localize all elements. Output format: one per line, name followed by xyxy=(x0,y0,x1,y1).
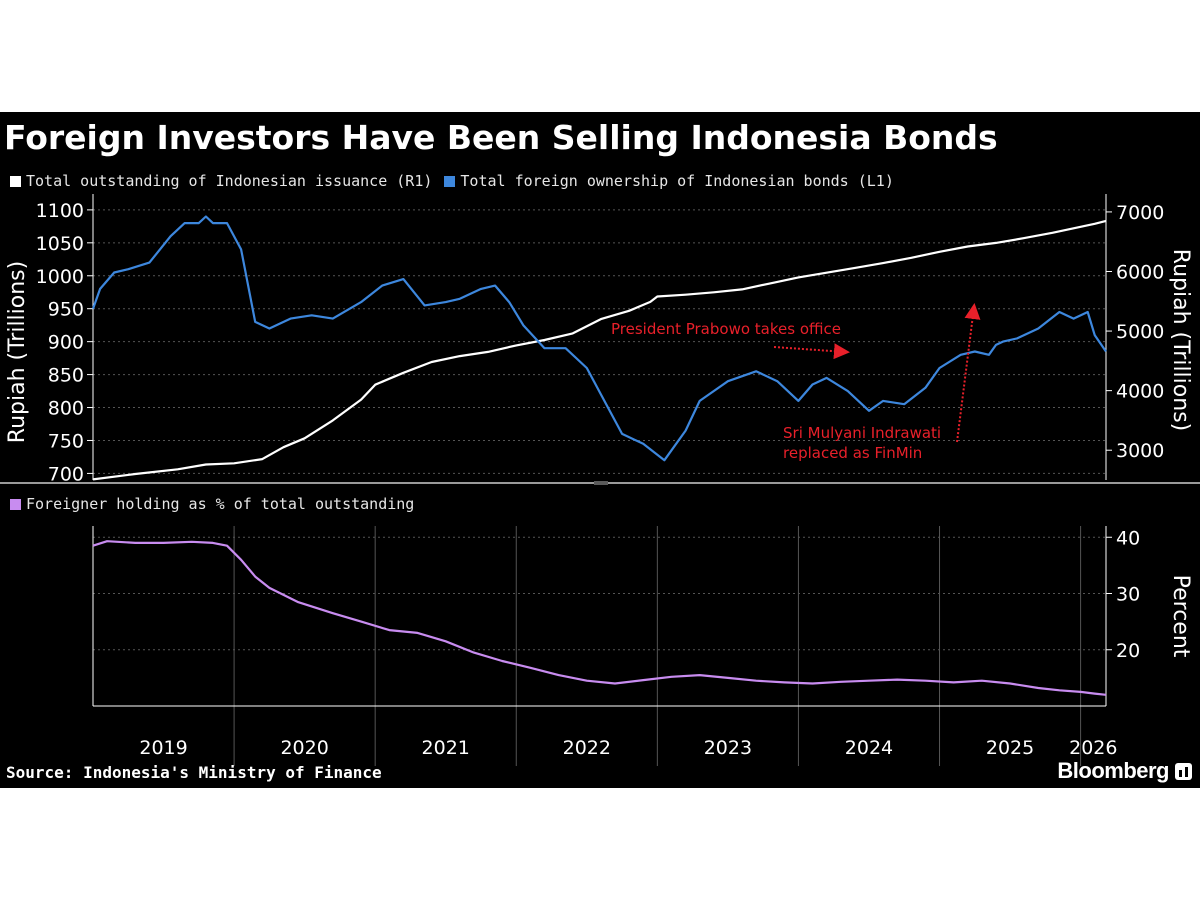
series-line-foreign xyxy=(91,215,1107,462)
right-axis-label: Rupiah (Trillions) xyxy=(1168,249,1193,431)
x-tick-label-2020: 2020 xyxy=(280,737,328,759)
x-tick-label-2024: 2024 xyxy=(845,737,893,759)
annotation-arrow-mulyani xyxy=(956,303,981,443)
bottom-panel-legend: Foreigner holding as % of total outstand… xyxy=(10,493,420,515)
annotation-mulyani-line2: replaced as FinMin xyxy=(783,444,922,462)
x-tick-label-2021: 2021 xyxy=(422,737,470,759)
annotations: President Prabowo takes office Sri Mulyan… xyxy=(611,303,981,462)
series-line-share xyxy=(92,540,1107,696)
panel-resize-handle xyxy=(594,481,608,485)
right-tick-label-5000: 5000 xyxy=(1116,321,1164,343)
annotation-mulyani-line1: Sri Mulyani Indrawati xyxy=(783,424,941,442)
right-tick-label-4000: 4000 xyxy=(1116,381,1164,403)
legend-label-foreign: Total foreign ownership of Indonesian bo… xyxy=(460,172,894,190)
left-axis-label: Rupiah (Trillions) xyxy=(5,261,30,443)
legend-label-share: Foreigner holding as % of total outstand… xyxy=(26,495,415,513)
x-tick-label-2026: 2026 xyxy=(1069,737,1117,759)
annotation-arrow-prabowo xyxy=(773,343,850,360)
series-lines xyxy=(91,215,1107,696)
x-tick-label-2023: 2023 xyxy=(704,737,752,759)
legend-label-outstanding: Total outstanding of Indonesian issuance… xyxy=(26,172,433,190)
x-tick-label-2022: 2022 xyxy=(563,737,611,759)
percent-axis-label: Percent xyxy=(1168,575,1193,658)
percent-tick-label-30: 30 xyxy=(1116,584,1140,606)
bloomberg-logo: Bloomberg xyxy=(1057,758,1192,784)
left-tick-label-800: 800 xyxy=(48,398,84,420)
legend-swatch-foreign xyxy=(444,175,456,187)
top-panel-legend: Total outstanding of Indonesian issuance… xyxy=(10,170,900,192)
right-tick-label-6000: 6000 xyxy=(1116,261,1164,283)
legend-item-outstanding: Total outstanding of Indonesian issuance… xyxy=(10,172,432,190)
percent-tick-label-40: 40 xyxy=(1116,527,1140,549)
left-tick-label-1000: 1000 xyxy=(36,266,84,288)
legend-swatch-share xyxy=(10,498,21,510)
chart-canvas: 700 750 800 850 900 950 1000 1050 1100 3000 4000 50… xyxy=(0,194,1200,766)
left-tick-label-900: 900 xyxy=(48,332,84,354)
left-tick-label-700: 700 xyxy=(48,463,84,485)
x-tick-label-2025: 2025 xyxy=(986,737,1034,759)
gridlines xyxy=(93,209,1106,766)
right-tick-label-3000: 3000 xyxy=(1116,440,1164,462)
chart-title: Foreign Investors Have Been Selling Indo… xyxy=(4,118,998,157)
series-line-outstanding xyxy=(92,219,1107,481)
legend-item-share: Foreigner holding as % of total outstand… xyxy=(10,495,414,513)
left-tick-label-1050: 1050 xyxy=(36,233,84,255)
percent-tick-label-20: 20 xyxy=(1116,640,1140,662)
chart-frame: Foreign Investors Have Been Selling Indo… xyxy=(0,112,1200,788)
x-tick-label-2019: 2019 xyxy=(139,737,187,759)
source-note: Source: Indonesia's Ministry of Finance xyxy=(6,763,382,782)
left-tick-label-950: 950 xyxy=(48,299,84,321)
legend-swatch-outstanding xyxy=(10,175,21,187)
left-tick-label-850: 850 xyxy=(48,365,84,387)
left-tick-label-1100: 1100 xyxy=(36,200,84,222)
axes: 700 750 800 850 900 950 1000 1050 1100 3000 4000 50… xyxy=(0,194,1200,759)
annotation-prabowo: President Prabowo takes office xyxy=(611,320,841,338)
legend-item-foreign: Total foreign ownership of Indonesian bo… xyxy=(444,172,894,190)
right-tick-label-7000: 7000 xyxy=(1116,202,1164,224)
bloomberg-mark-icon xyxy=(1175,762,1192,780)
brand-name: Bloomberg xyxy=(1057,758,1169,783)
left-tick-label-750: 750 xyxy=(48,430,84,452)
